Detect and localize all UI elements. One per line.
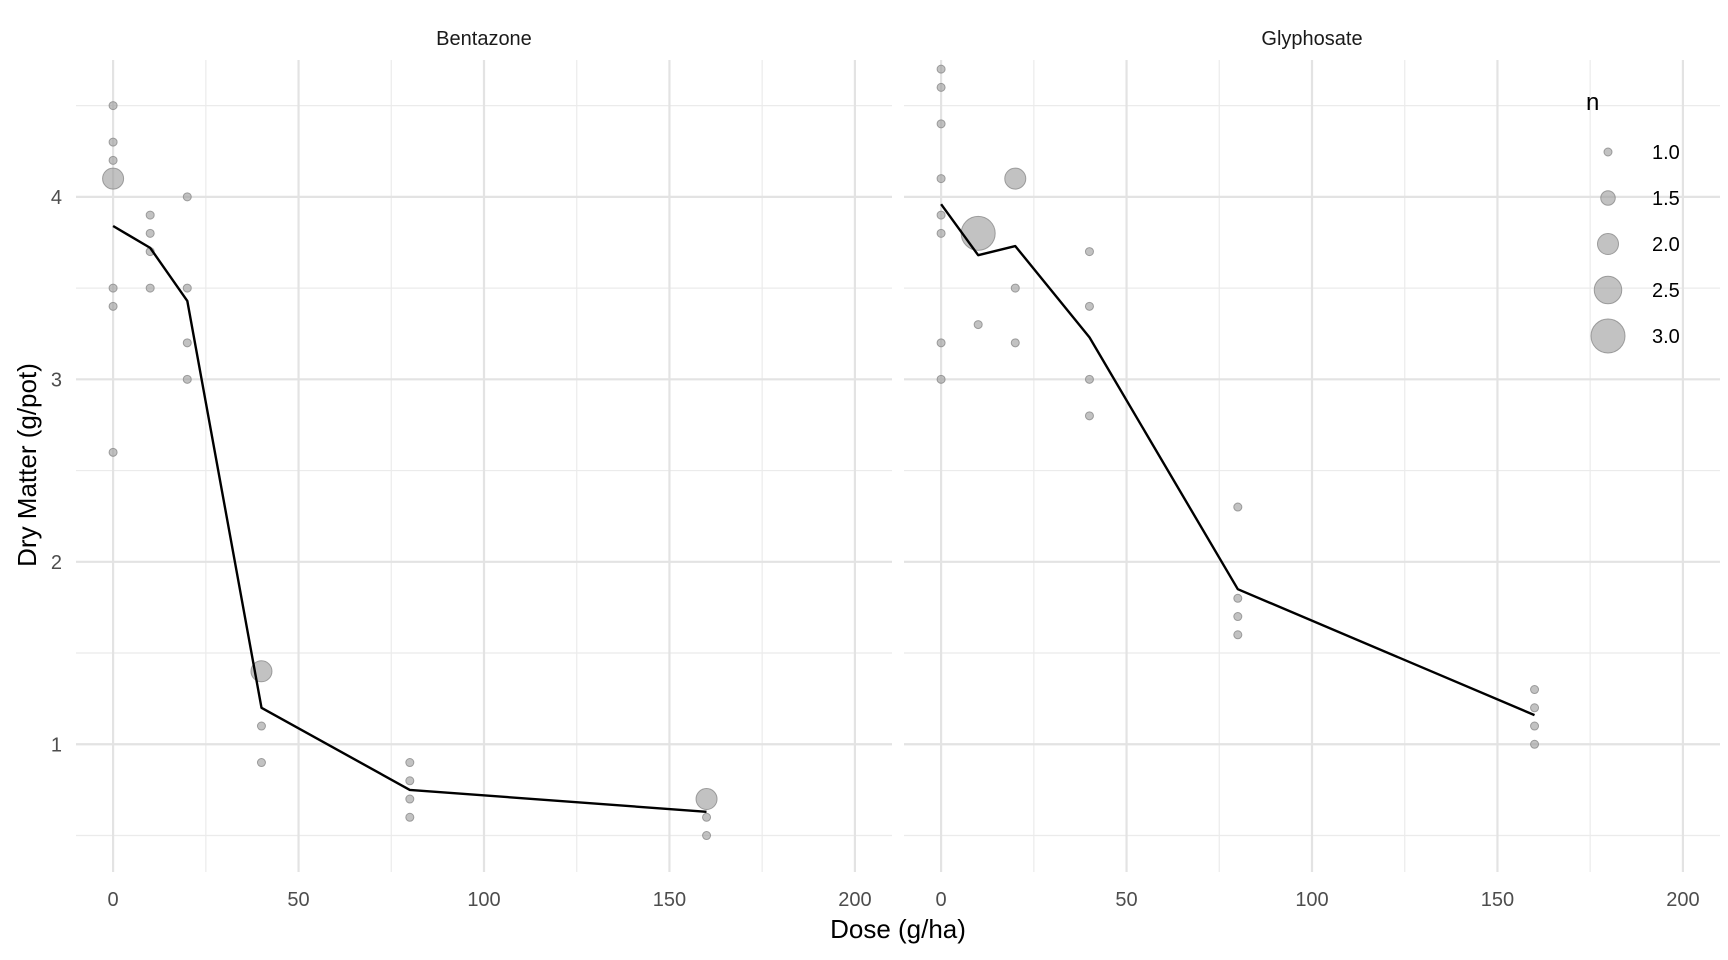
data-point (182, 374, 192, 384)
y-tick-label: 1 (51, 734, 62, 756)
data-point (1233, 502, 1243, 512)
data-point (108, 301, 118, 311)
y-axis-title: Dry Matter (g/pot) (12, 363, 42, 567)
axis-titles: Dose (g/ha) Dry Matter (g/pot) (12, 363, 966, 944)
data-point (108, 137, 118, 147)
panel-bentazone: Bentazone 0 50 100 150 200 1 2 3 4 (51, 28, 892, 911)
data-point (936, 64, 946, 74)
x-tick-label: 0 (108, 889, 119, 911)
legend-key (1603, 147, 1613, 157)
x-tick-label: 0 (936, 889, 947, 911)
data-point (1530, 703, 1540, 713)
panels-layer: Bentazone 0 50 100 150 200 1 2 3 4 Glyphosate 0 50 10… (51, 28, 1720, 911)
data-point (1530, 721, 1540, 731)
data-point (1084, 301, 1094, 311)
data-point (405, 776, 415, 786)
data-point (145, 283, 155, 293)
data-point (936, 374, 946, 384)
y-tick-label: 4 (51, 187, 62, 209)
data-point (1233, 612, 1243, 622)
x-tick-label: 150 (1481, 889, 1514, 911)
data-point (108, 155, 118, 165)
data-point (145, 210, 155, 220)
x-tick-label: 50 (1115, 889, 1137, 911)
legend-label: 1.0 (1652, 142, 1680, 164)
data-point (182, 283, 192, 293)
x-tick-label: 200 (838, 889, 871, 911)
data-point (1233, 630, 1243, 640)
data-point (1530, 739, 1540, 749)
data-point (405, 758, 415, 768)
x-tick-label: 150 (653, 889, 686, 911)
panel-title: Glyphosate (1261, 28, 1362, 50)
data-point (960, 215, 996, 251)
data-point (702, 831, 712, 841)
y-tick-label: 3 (51, 369, 62, 391)
y-tick-label: 2 (51, 552, 62, 574)
data-point (1010, 283, 1020, 293)
legend-key (1597, 233, 1619, 255)
trend-line (940, 203, 1535, 717)
legend-label: 3.0 (1652, 326, 1680, 348)
data-point (1233, 593, 1243, 603)
x-tick-label: 100 (467, 889, 500, 911)
panel-glyphosate: Glyphosate 0 50 100 150 200 (904, 28, 1720, 911)
x-tick-label: 200 (1666, 889, 1699, 911)
data-point (182, 192, 192, 202)
legend-key (1600, 190, 1616, 206)
trend-line (112, 224, 707, 813)
x-tick-label: 100 (1295, 889, 1328, 911)
data-point (102, 167, 125, 190)
data-point (936, 119, 946, 129)
data-point (1084, 374, 1094, 384)
size-legend: n 1.0 1.5 2.0 2.5 3.0 (1586, 89, 1680, 354)
data-point (256, 721, 266, 731)
data-point (1530, 685, 1540, 695)
data-point (256, 758, 266, 768)
data-point (936, 174, 946, 184)
x-axis-title: Dose (g/ha) (830, 914, 966, 944)
data-point (108, 447, 118, 457)
data-point (1084, 411, 1094, 421)
data-point (145, 228, 155, 238)
legend-key (1593, 275, 1623, 305)
data-point (1004, 167, 1027, 190)
legend-key (1590, 318, 1626, 354)
x-tick-label: 50 (287, 889, 309, 911)
legend-title: n (1586, 89, 1599, 116)
panel-title: Bentazone (436, 28, 532, 50)
data-point (695, 788, 718, 811)
data-point (973, 320, 983, 330)
data-point (936, 210, 946, 220)
legend-label: 2.0 (1652, 234, 1680, 256)
data-point (405, 794, 415, 804)
data-point (936, 82, 946, 92)
data-point (936, 228, 946, 238)
data-point (405, 812, 415, 822)
legend-label: 2.5 (1652, 280, 1680, 302)
data-point (108, 101, 118, 111)
data-point (702, 812, 712, 822)
data-point (1084, 247, 1094, 257)
data-point (108, 283, 118, 293)
legend-label: 1.5 (1652, 188, 1680, 210)
data-point (1010, 338, 1020, 348)
data-point (936, 338, 946, 348)
data-point (182, 338, 192, 348)
